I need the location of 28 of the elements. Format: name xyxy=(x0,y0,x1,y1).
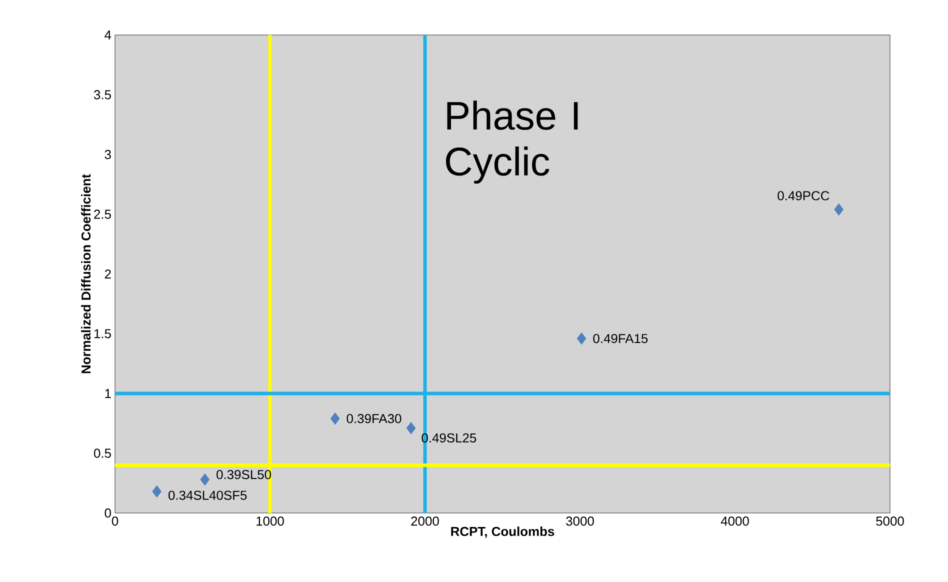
y-tick-label: 1.5 xyxy=(94,329,111,338)
point xyxy=(152,485,162,498)
x-tick-label: 2000 xyxy=(411,516,439,526)
y-tick-label: 0 xyxy=(104,508,111,518)
y-tick-label: 4 xyxy=(104,30,112,40)
x-axis-title: RCPT, Coulombs xyxy=(451,526,554,538)
point xyxy=(330,412,340,425)
y-tick-label: 2 xyxy=(104,269,111,279)
y-tick-label: 0.5 xyxy=(94,448,111,458)
point xyxy=(406,422,416,434)
annotation: 0.49FA15 xyxy=(593,334,648,344)
x-tick-label: 5000 xyxy=(876,516,904,526)
x-tick-label: 0 xyxy=(112,516,118,526)
point xyxy=(576,332,586,345)
x-tick-label: 1000 xyxy=(256,516,284,526)
annotation: 0.34SL40SF5 xyxy=(168,490,247,500)
y-tick-label: 2.5 xyxy=(94,210,111,219)
point xyxy=(834,203,844,216)
point xyxy=(200,473,210,486)
annotation: Phase I Cyclic xyxy=(446,100,578,184)
y-tick-label: 3 xyxy=(104,150,111,160)
y-tick-label: 3.5 xyxy=(94,90,111,100)
y-axis-title: Normalized Diffusion Coefficient xyxy=(81,174,91,374)
x-tick-label: 4000 xyxy=(720,516,749,526)
y-tick-label: 1 xyxy=(105,389,111,398)
annotation: 0.49PCC xyxy=(778,191,830,200)
x-tick-label: 3000 xyxy=(566,516,594,526)
annotation: 0.39FA30 xyxy=(346,414,402,424)
